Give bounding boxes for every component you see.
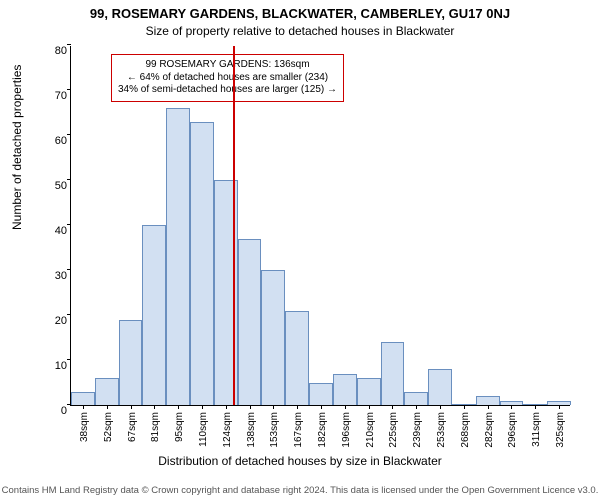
x-tick-label: 210sqm [365,412,376,448]
histogram-bar [381,342,405,405]
histogram-bar [309,383,333,406]
chart-title-address: 99, ROSEMARY GARDENS, BLACKWATER, CAMBER… [0,6,600,21]
x-tick-label: 67sqm [127,412,138,442]
x-tick [416,405,417,409]
y-tick [67,89,71,90]
x-tick [226,405,227,409]
y-tick-label: 0 [43,405,67,417]
y-tick-label: 50 [43,180,67,192]
annot-line2: ← 64% of detached houses are smaller (23… [118,72,337,85]
x-tick-label: 182sqm [317,412,328,448]
x-tick-label: 225sqm [388,412,399,448]
y-tick-label: 40 [43,225,67,237]
x-tick [178,405,179,409]
x-tick [131,405,132,409]
x-tick [273,405,274,409]
y-tick [67,314,71,315]
plot-area: 99 ROSEMARY GARDENS: 136sqm ← 64% of det… [70,46,570,406]
histogram-bar [142,225,166,405]
chart-subtitle: Size of property relative to detached ho… [0,24,600,38]
x-tick-label: 110sqm [198,412,209,447]
y-tick-label: 70 [43,90,67,102]
x-tick [83,405,84,409]
x-tick [535,405,536,409]
footer-attribution: Contains HM Land Registry data © Crown c… [0,485,600,496]
x-tick [511,405,512,409]
histogram-bar [119,320,143,406]
y-tick [67,224,71,225]
annot-line1: 99 ROSEMARY GARDENS: 136sqm [118,59,337,72]
histogram-bar [285,311,309,406]
x-tick-label: 52sqm [103,412,114,442]
x-tick [154,405,155,409]
y-tick [67,269,71,270]
x-tick-label: 268sqm [460,412,471,448]
x-tick [202,405,203,409]
histogram-bar [95,378,119,405]
x-tick-label: 325sqm [555,412,566,448]
histogram-bar [71,392,95,406]
y-tick-label: 60 [43,135,67,147]
annotation-box: 99 ROSEMARY GARDENS: 136sqm ← 64% of det… [111,54,344,102]
y-tick [67,359,71,360]
x-tick-label: 196sqm [341,412,352,448]
x-tick-label: 167sqm [293,412,304,448]
y-tick [67,179,71,180]
y-tick-label: 10 [43,360,67,372]
x-tick-label: 239sqm [412,412,423,448]
x-axis-label: Distribution of detached houses by size … [0,454,600,468]
reference-line [233,46,235,405]
x-tick-label: 153sqm [269,412,280,448]
x-tick-label: 95sqm [174,412,185,442]
x-tick-label: 124sqm [222,412,233,448]
histogram-bar [238,239,262,406]
x-tick [488,405,489,409]
x-tick [297,405,298,409]
histogram-bar [166,108,190,405]
x-tick-label: 296sqm [507,412,518,448]
histogram-bar [476,396,500,405]
x-tick-label: 81sqm [150,412,161,442]
x-tick-label: 38sqm [79,412,90,442]
x-tick-label: 311sqm [531,412,542,447]
x-tick-label: 282sqm [484,412,495,448]
x-tick [107,405,108,409]
histogram-bar [333,374,357,406]
x-tick [250,405,251,409]
histogram-bar [190,122,214,406]
x-tick [345,405,346,409]
y-tick-label: 20 [43,315,67,327]
y-axis-label: Number of detached properties [10,65,24,230]
y-tick-label: 80 [43,45,67,57]
histogram-bar [404,392,428,406]
x-tick [559,405,560,409]
x-tick [464,405,465,409]
histogram-bar [357,378,381,405]
annot-line3: 34% of semi-detached houses are larger (… [118,84,337,97]
x-tick [440,405,441,409]
x-tick [392,405,393,409]
histogram-bar [261,270,285,405]
x-tick [369,405,370,409]
histogram-bar [428,369,452,405]
x-tick-label: 138sqm [246,412,257,448]
x-tick [321,405,322,409]
x-tick-label: 253sqm [436,412,447,448]
y-tick [67,44,71,45]
y-tick-label: 30 [43,270,67,282]
y-tick [67,134,71,135]
